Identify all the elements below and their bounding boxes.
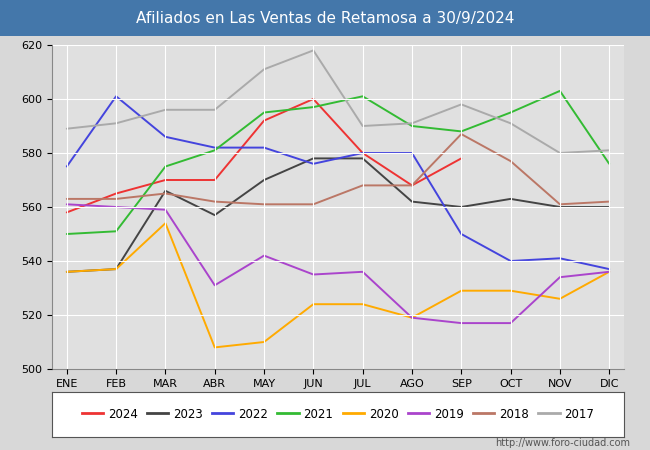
Legend: 2024, 2023, 2022, 2021, 2020, 2019, 2018, 2017: 2024, 2023, 2022, 2021, 2020, 2019, 2018…: [77, 403, 599, 425]
Text: http://www.foro-ciudad.com: http://www.foro-ciudad.com: [495, 438, 630, 448]
Text: Afiliados en Las Ventas de Retamosa a 30/9/2024: Afiliados en Las Ventas de Retamosa a 30…: [136, 10, 514, 26]
